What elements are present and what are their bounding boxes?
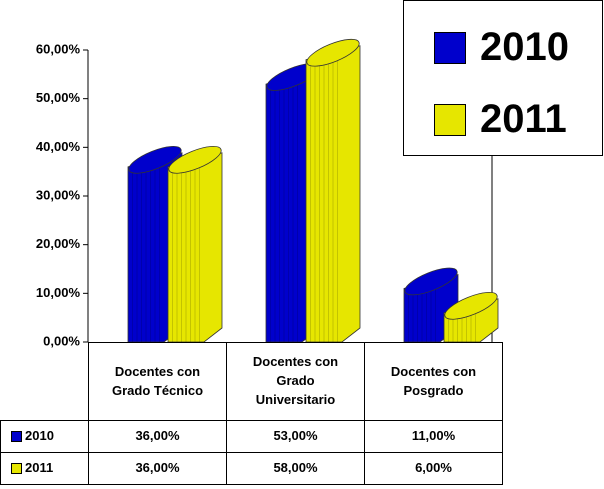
category-label: Docentes con Posgrado bbox=[364, 342, 503, 421]
legend-entry: 2010 bbox=[434, 25, 569, 70]
y-tick-label: 0,00% bbox=[43, 333, 80, 348]
legend-label: 2010 bbox=[480, 25, 569, 69]
y-tick-label: 60,00% bbox=[36, 41, 81, 56]
bar-top bbox=[444, 291, 498, 320]
bar-top bbox=[404, 267, 458, 296]
value-label: 6,00% bbox=[364, 452, 503, 485]
legend-swatch bbox=[434, 103, 466, 136]
y-tick-label: 40,00% bbox=[36, 139, 81, 154]
legend-swatch bbox=[434, 31, 466, 64]
value-label: 53,00% bbox=[226, 420, 365, 453]
bar bbox=[167, 145, 223, 343]
bar-top bbox=[306, 38, 360, 67]
value-label: 36,00% bbox=[88, 452, 227, 485]
bar-top bbox=[168, 145, 222, 174]
category-label: Docentes con Grado Técnico bbox=[88, 342, 227, 421]
value-label: 11,00% bbox=[364, 420, 503, 453]
bar bbox=[443, 291, 499, 343]
legend-key bbox=[11, 431, 22, 442]
legend-label: 2011 bbox=[480, 97, 567, 141]
y-tick-label: 50,00% bbox=[36, 90, 81, 105]
category-label: Docentes con Grado Universitario bbox=[226, 342, 365, 421]
legend-entry: 2011 bbox=[434, 97, 567, 142]
y-tick-label: 20,00% bbox=[36, 236, 81, 251]
series-name: 2011 bbox=[25, 460, 54, 476]
bar-top bbox=[128, 145, 182, 174]
row-header: 2010 bbox=[0, 420, 89, 453]
y-tick-label: 10,00% bbox=[36, 285, 81, 300]
bar bbox=[305, 38, 361, 343]
legend-key bbox=[11, 463, 22, 474]
y-tick-label: 30,00% bbox=[36, 187, 81, 202]
series-name: 2010 bbox=[25, 428, 54, 444]
value-label: 36,00% bbox=[88, 420, 227, 453]
value-label: 58,00% bbox=[226, 452, 365, 485]
row-header: 2011 bbox=[0, 452, 89, 485]
legend: 2010 2011 bbox=[403, 0, 603, 156]
